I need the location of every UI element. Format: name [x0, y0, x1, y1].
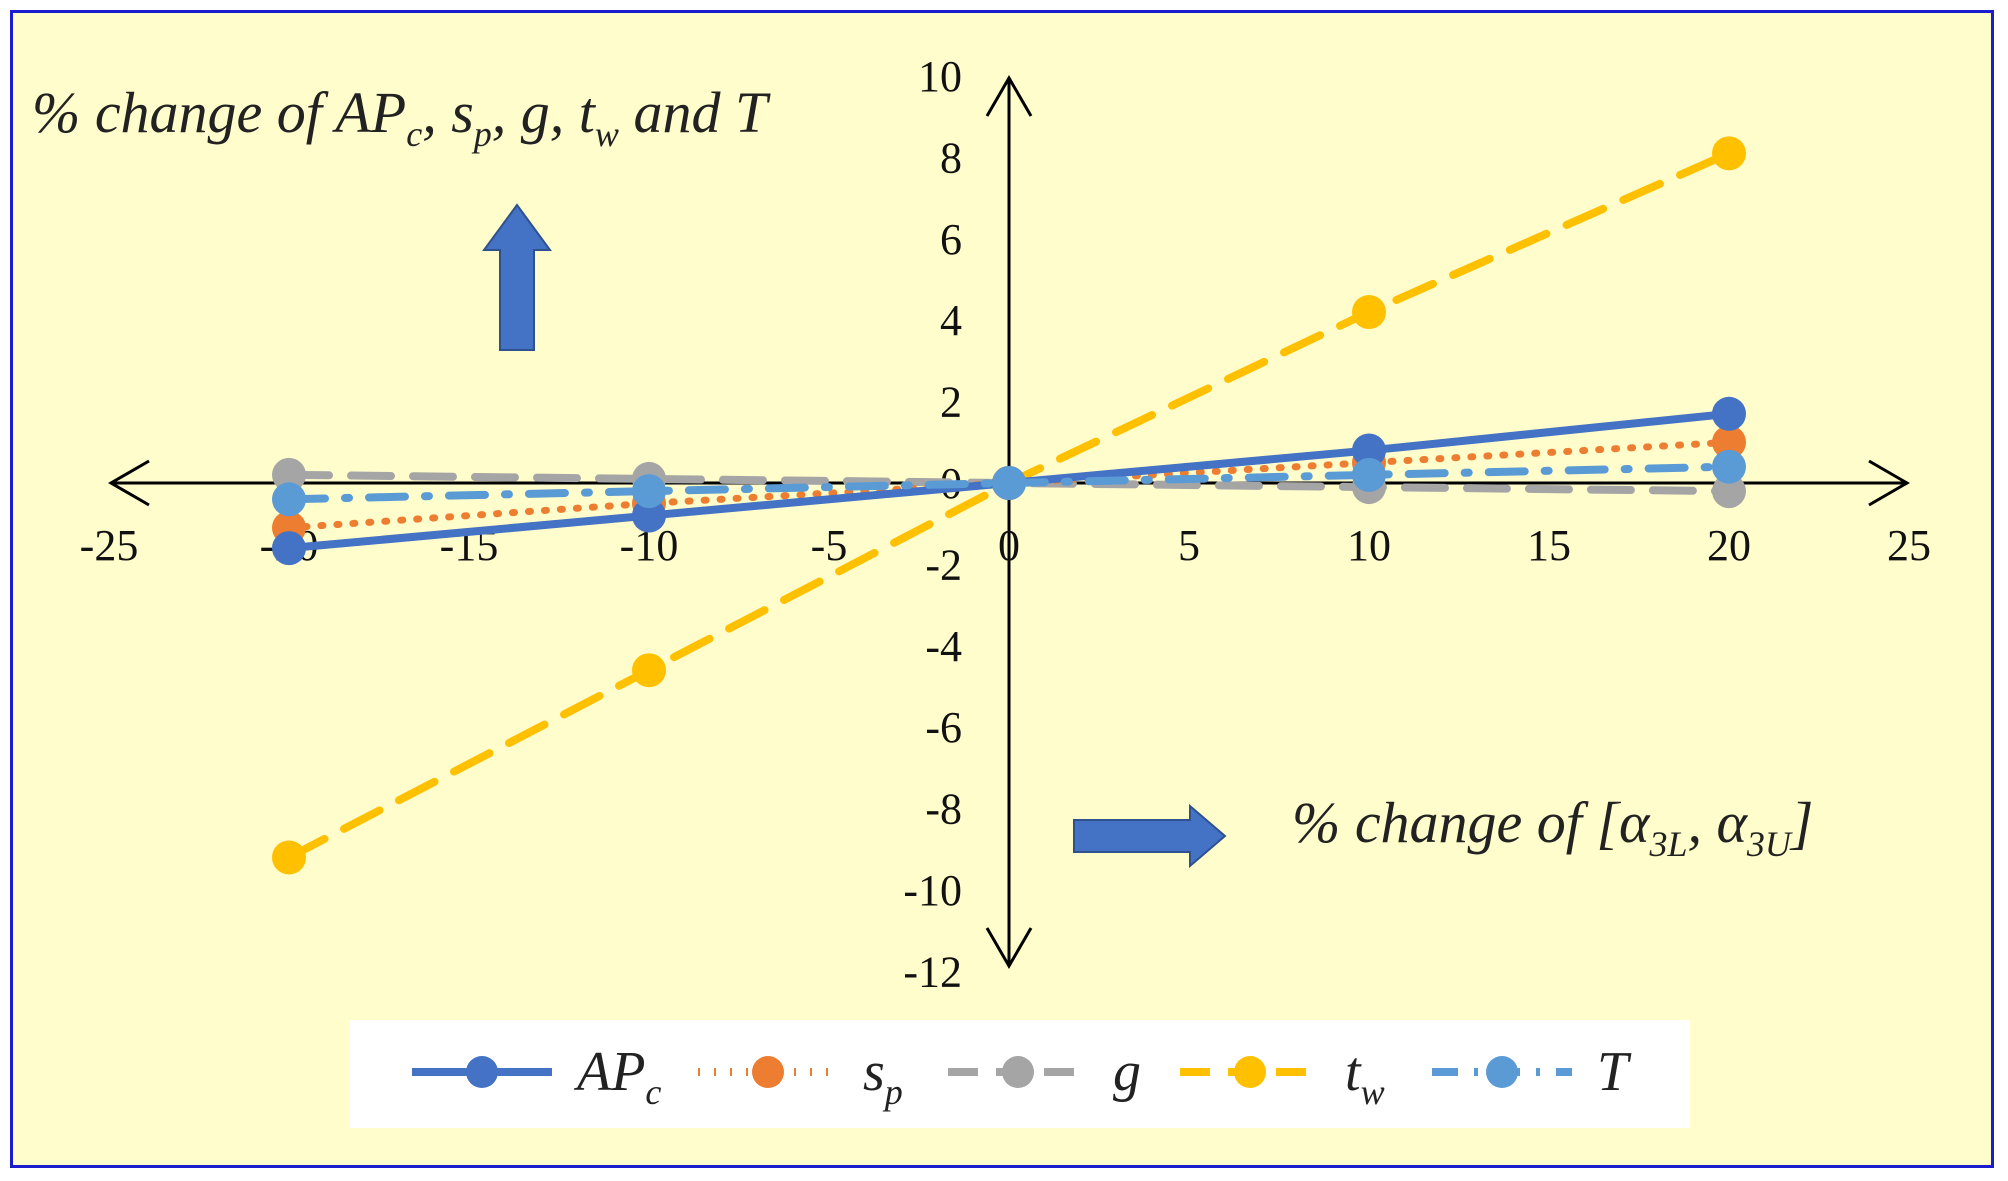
x-axis-label: % change of [α3L, α3U] — [1292, 790, 1814, 864]
data-point-marker — [1712, 136, 1746, 171]
x-tick-label: 5 — [1178, 521, 1200, 570]
legend-label: APc — [573, 1041, 661, 1112]
data-point-marker — [632, 653, 666, 688]
y-tick-label: -10 — [903, 866, 962, 915]
data-point-marker — [992, 466, 1026, 500]
y-axis-label: % change of APc, sp, g, tw and T — [32, 80, 771, 154]
data-point-marker — [632, 498, 666, 533]
data-point-marker — [1352, 295, 1386, 330]
y-axis-up-arrow-icon — [985, 75, 1033, 117]
legend-marker-icon — [466, 1056, 498, 1088]
data-point-marker — [1352, 433, 1386, 468]
y-tick-label: 10 — [918, 52, 962, 101]
x-tick-label: 0 — [998, 521, 1020, 570]
y-tick-label: -2 — [925, 540, 962, 589]
data-point-marker — [1712, 474, 1746, 509]
data-point-marker — [1352, 457, 1386, 492]
legend-label: T — [1597, 1041, 1632, 1103]
chart-frame — [10, 10, 1994, 1168]
data-point-marker — [272, 457, 306, 492]
x-axis-right-arrow-icon — [1868, 459, 1910, 507]
data-point-marker — [1712, 425, 1746, 460]
data-point-marker — [272, 531, 306, 566]
legend-label: g — [1113, 1041, 1141, 1103]
x-tick-label: 25 — [1887, 521, 1931, 570]
y-tick-label: 6 — [940, 215, 962, 264]
legend-marker-icon — [1002, 1056, 1034, 1088]
data-point-marker — [272, 482, 306, 517]
data-point-marker — [632, 474, 666, 509]
legend: APc sp g tw T — [350, 1020, 1690, 1128]
legend-marker-icon — [1486, 1056, 1518, 1088]
annotations: % change of APc, sp, g, tw and T % chang… — [32, 80, 1814, 869]
data-point-marker — [1712, 396, 1746, 431]
x-tick-label: 10 — [1347, 521, 1391, 570]
data-point-marker — [1712, 449, 1746, 484]
x-tick-label: 15 — [1527, 521, 1571, 570]
x-axis-left-arrow-icon — [108, 459, 150, 507]
y-axis-down-arrow-icon — [985, 927, 1033, 969]
data-series — [272, 136, 1746, 875]
y-tick-label: -12 — [903, 947, 962, 996]
y-tick-label: -8 — [925, 785, 962, 834]
right-arrow-icon — [1073, 803, 1227, 869]
legend-marker-icon — [752, 1056, 784, 1088]
y-tick-label: -4 — [925, 622, 962, 671]
legend-marker-icon — [1234, 1056, 1266, 1088]
y-tick-label: 8 — [940, 133, 962, 182]
y-tick-label: -6 — [925, 703, 962, 752]
data-point-marker — [272, 840, 306, 875]
up-arrow-icon — [482, 203, 552, 351]
x-tick-label: 20 — [1707, 521, 1751, 570]
y-tick-label: 2 — [940, 378, 962, 427]
legend-label: tw — [1345, 1041, 1385, 1112]
y-tick-label: 4 — [940, 296, 962, 345]
x-tick-label: -25 — [80, 521, 139, 570]
x-tick-label: -5 — [811, 521, 848, 570]
legend-label: sp — [863, 1041, 903, 1112]
